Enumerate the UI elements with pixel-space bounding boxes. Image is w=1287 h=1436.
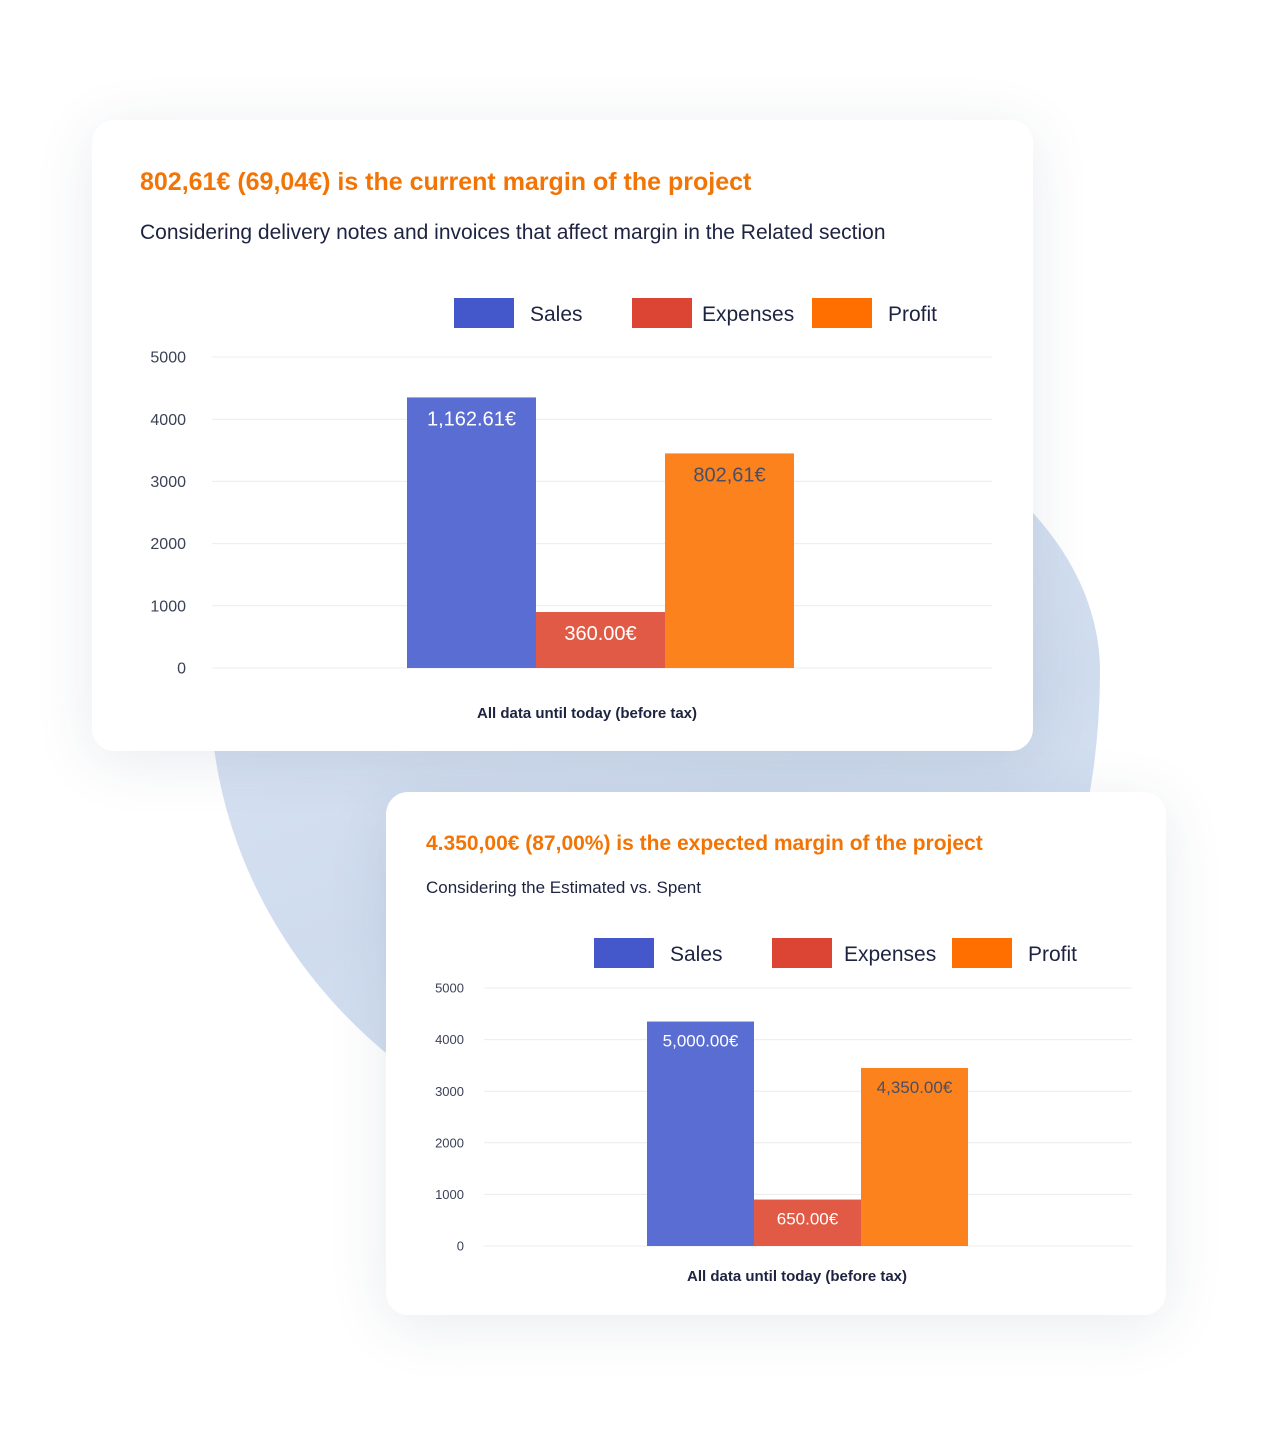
y-tick-label: 5000 <box>435 981 464 996</box>
current-margin-title: 802,61€ (69,04€) is the current margin o… <box>140 168 752 196</box>
data-label-profit: 802,61€ <box>693 464 765 486</box>
y-tick-label: 4000 <box>150 412 186 429</box>
data-label-sales: 1,162.61€ <box>427 408 516 430</box>
legend-swatch-sales[interactable] <box>454 298 514 328</box>
legend-swatch-expenses[interactable] <box>772 938 832 968</box>
current-margin-chart: Sales Expenses Profit 0 1000 2000 3000 4000 5000… <box>150 298 992 722</box>
expected-margin-chart: Sales Expenses Profit 0 1000 2000 3000 4000 5000… <box>435 938 1132 1285</box>
expected-margin-card: 4.350,00€ (87,00%) is the expected margi… <box>386 792 1166 1315</box>
legend-label-profit[interactable]: Profit <box>1028 943 1077 966</box>
data-label-sales: 5,000.00€ <box>663 1032 739 1051</box>
y-tick-label: 1000 <box>150 598 186 615</box>
y-tick-label: 4000 <box>435 1032 464 1047</box>
expected-chart-caption: All data until today (before tax) <box>687 1268 907 1285</box>
y-tick-label: 2000 <box>150 536 186 553</box>
legend-swatch-profit[interactable] <box>952 938 1012 968</box>
legend-label-profit[interactable]: Profit <box>888 303 937 326</box>
bar-sales[interactable] <box>407 397 536 668</box>
legend-label-expenses[interactable]: Expenses <box>844 943 936 966</box>
bar-expenses[interactable] <box>754 1199 861 1246</box>
expected-margin-title: 4.350,00€ (87,00%) is the expected margi… <box>426 832 983 855</box>
expected-margin-subtitle: Considering the Estimated vs. Spent <box>426 878 701 897</box>
bar-profit[interactable] <box>665 453 794 668</box>
legend-swatch-expenses[interactable] <box>632 298 692 328</box>
legend-label-sales[interactable]: Sales <box>670 943 723 966</box>
current-chart-caption: All data until today (before tax) <box>477 705 697 722</box>
data-label-expenses: 650.00€ <box>777 1210 839 1229</box>
legend-swatch-sales[interactable] <box>594 938 654 968</box>
current-margin-subtitle: Considering delivery notes and invoices … <box>140 221 886 244</box>
data-label-profit: 4,350.00€ <box>877 1078 953 1097</box>
legend-label-expenses[interactable]: Expenses <box>702 303 794 326</box>
data-label-expenses: 360.00€ <box>564 623 636 645</box>
bar-expenses[interactable] <box>536 612 665 668</box>
legend-label-sales[interactable]: Sales <box>530 303 583 326</box>
y-tick-label: 1000 <box>435 1187 464 1202</box>
bar-sales[interactable] <box>647 1021 754 1246</box>
y-tick-label: 3000 <box>435 1084 464 1099</box>
bar-profit[interactable] <box>861 1067 968 1246</box>
y-tick-label: 0 <box>177 661 186 678</box>
current-margin-card: 802,61€ (69,04€) is the current margin o… <box>92 120 1033 751</box>
y-tick-label: 2000 <box>435 1135 464 1150</box>
legend-swatch-profit[interactable] <box>812 298 872 328</box>
y-tick-label: 3000 <box>150 474 186 491</box>
y-tick-label: 5000 <box>150 350 186 367</box>
y-tick-label: 0 <box>457 1239 464 1254</box>
